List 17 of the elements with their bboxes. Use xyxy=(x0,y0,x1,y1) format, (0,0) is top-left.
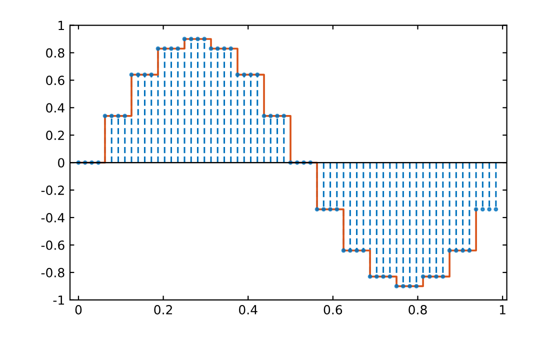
y-tick-label: 0.6 xyxy=(46,76,64,86)
x-tick-label: 0.4 xyxy=(238,305,258,314)
y-tick-label: -1 xyxy=(53,296,64,305)
y-tick-label: 1 xyxy=(58,20,64,30)
y-tick-label: 0.2 xyxy=(46,130,64,140)
y-tick-label: -0.8 xyxy=(41,268,64,278)
y-tick-label: 0.4 xyxy=(46,103,64,113)
y-tick-label: -0.2 xyxy=(41,186,64,195)
x-tick-label: 0.2 xyxy=(154,305,172,314)
y-tick-label: -0.4 xyxy=(41,213,64,222)
x-tick-label: 0.6 xyxy=(324,305,342,314)
x-tick-label: 0.8 xyxy=(408,305,427,314)
x-tick-label: 0 xyxy=(75,305,82,314)
y-tick-label: 0.8 xyxy=(46,48,64,58)
y-tick-label: 0 xyxy=(58,158,64,168)
y-tick-label: -0.6 xyxy=(41,240,64,250)
x-tick-label: 1 xyxy=(500,305,506,314)
